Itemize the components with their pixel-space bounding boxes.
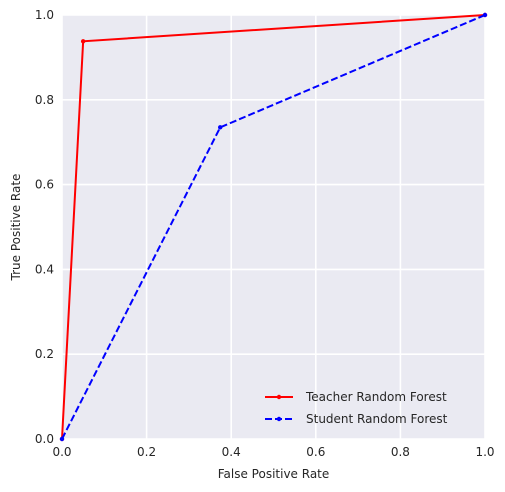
y-tick-label: 0.8 [35, 93, 54, 107]
legend-marker-teacher [276, 394, 282, 400]
x-tick-label: 0.2 [137, 445, 156, 459]
series-point-1 [59, 436, 65, 442]
x-axis-label: False Positive Rate [218, 467, 330, 481]
legend-label-student: Student Random Forest [306, 412, 448, 426]
series-line-1 [61, 14, 486, 440]
x-ticks: 0.0 0.2 0.4 0.6 0.8 1.0 [52, 445, 494, 459]
y-tick-label: 0.2 [35, 347, 54, 361]
series-point-1 [218, 125, 223, 130]
x-tick-label: 0.0 [52, 445, 71, 459]
legend-item-teacher: Teacher Random Forest [265, 390, 447, 404]
legend: Teacher Random Forest Student Random For… [265, 390, 448, 426]
y-ticks: 0.0 0.2 0.4 0.6 0.8 1.0 [35, 8, 54, 446]
y-tick-label: 0.4 [35, 262, 54, 276]
grid [61, 14, 486, 440]
legend-label-teacher: Teacher Random Forest [305, 390, 447, 404]
y-tick-label: 0.6 [35, 178, 54, 192]
series-point-1 [482, 12, 488, 18]
y-tick-label: 0.0 [35, 432, 54, 446]
x-tick-label: 0.8 [391, 445, 410, 459]
series-group [59, 12, 488, 442]
y-tick-label: 1.0 [35, 8, 54, 22]
series-point-0 [80, 39, 86, 44]
x-tick-label: 0.4 [222, 445, 241, 459]
plot-area [62, 15, 485, 439]
legend-item-student: Student Random Forest [265, 412, 448, 426]
y-axis-label: True Positive Rate [9, 174, 23, 282]
legend-marker-student [276, 416, 282, 422]
x-tick-label: 0.6 [306, 445, 325, 459]
x-tick-label: 1.0 [475, 445, 494, 459]
